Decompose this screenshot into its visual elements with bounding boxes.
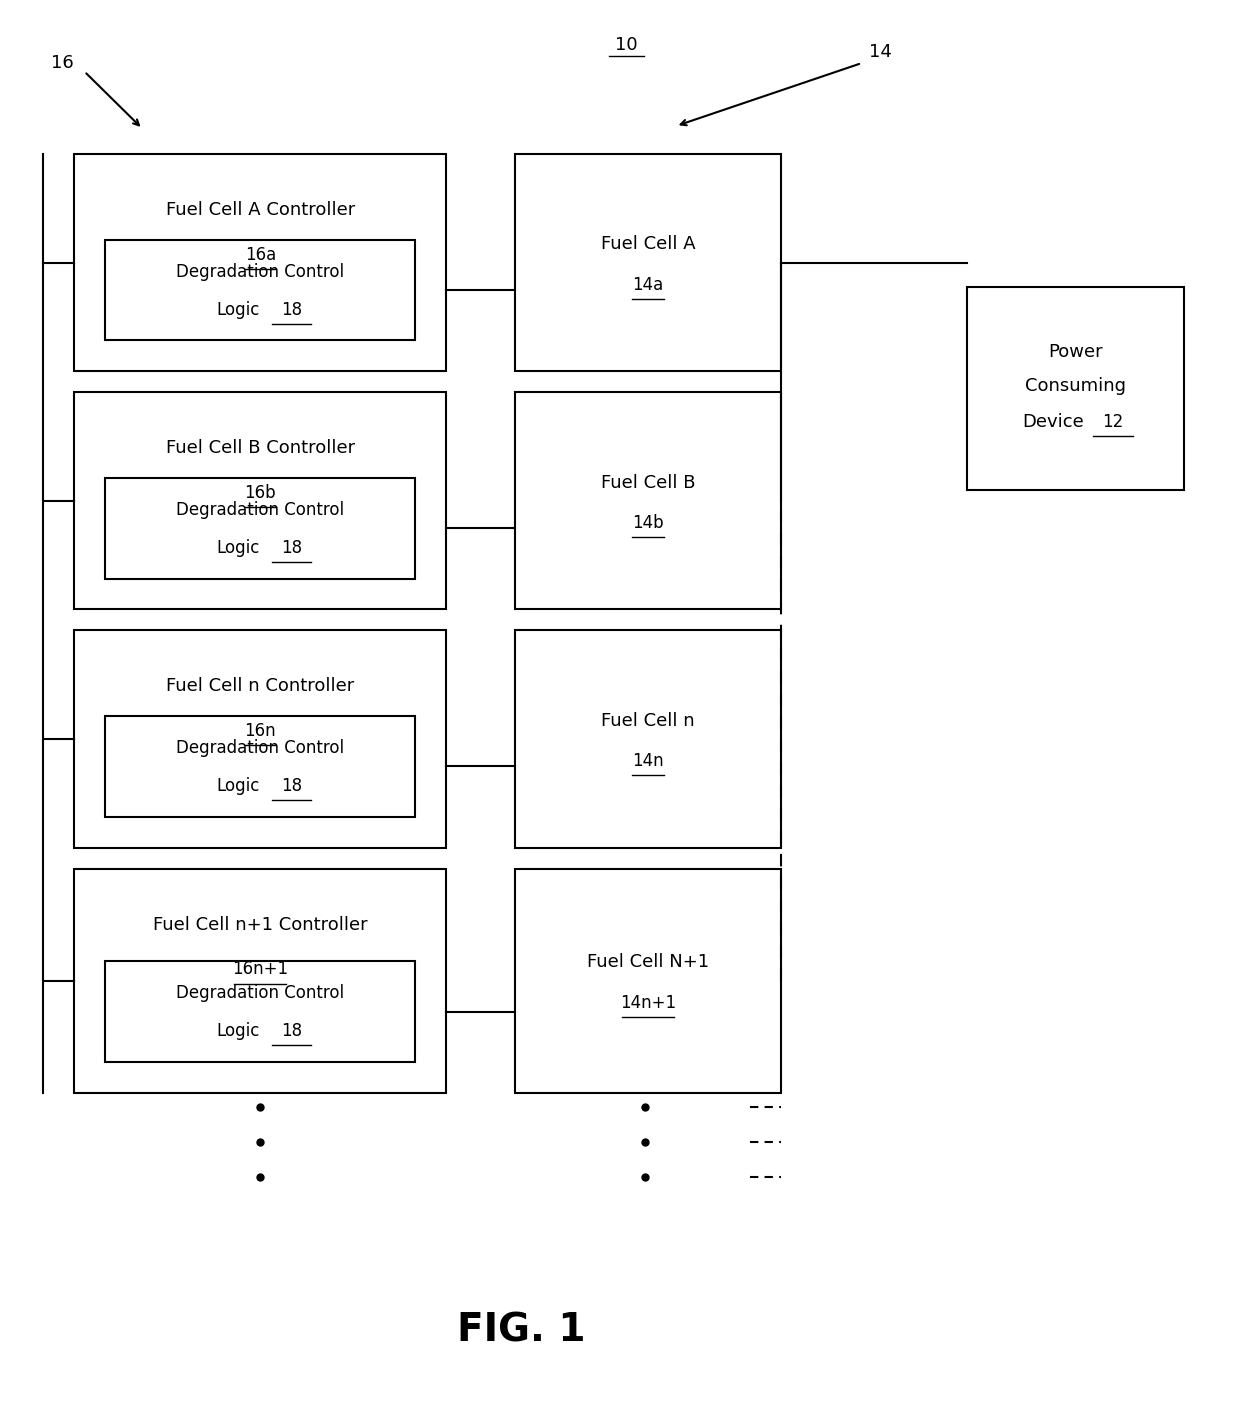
FancyBboxPatch shape [105,961,415,1062]
Text: 16n+1: 16n+1 [232,961,289,978]
FancyBboxPatch shape [105,240,415,340]
Text: Fuel Cell A: Fuel Cell A [600,235,696,254]
Text: Logic: Logic [217,301,259,318]
Text: Fuel Cell A Controller: Fuel Cell A Controller [166,202,355,219]
FancyBboxPatch shape [105,478,415,579]
Text: FIG. 1: FIG. 1 [456,1311,585,1351]
Text: 14: 14 [869,43,892,60]
Text: 18: 18 [280,778,303,794]
Text: 12: 12 [1102,413,1123,432]
FancyBboxPatch shape [74,392,446,609]
Text: Fuel Cell n+1 Controller: Fuel Cell n+1 Controller [153,916,368,933]
FancyBboxPatch shape [515,392,781,609]
Text: Power: Power [1048,343,1104,361]
Text: 16: 16 [51,55,73,71]
Text: 18: 18 [280,301,303,318]
FancyBboxPatch shape [74,630,446,848]
Text: Degradation Control: Degradation Control [176,263,345,280]
FancyBboxPatch shape [74,869,446,1093]
Text: Fuel Cell N+1: Fuel Cell N+1 [587,954,709,971]
Text: Consuming: Consuming [1025,377,1126,395]
FancyBboxPatch shape [515,154,781,371]
Text: Logic: Logic [217,539,259,556]
Text: 16a: 16a [244,247,277,263]
Text: 10: 10 [615,36,637,53]
Text: Fuel Cell n: Fuel Cell n [601,712,694,730]
Text: 14a: 14a [632,276,663,294]
Text: 18: 18 [280,539,303,556]
Text: Fuel Cell n Controller: Fuel Cell n Controller [166,678,355,695]
Text: 16b: 16b [244,485,277,502]
Text: Fuel Cell B: Fuel Cell B [600,474,696,492]
Text: Degradation Control: Degradation Control [176,740,345,757]
Text: Logic: Logic [217,1023,259,1040]
Text: 14b: 14b [632,514,663,532]
FancyBboxPatch shape [515,630,781,848]
Text: Device: Device [1023,413,1084,432]
Text: 18: 18 [280,1023,303,1040]
Text: Degradation Control: Degradation Control [176,985,345,1002]
FancyBboxPatch shape [515,869,781,1093]
FancyBboxPatch shape [967,287,1184,490]
Text: 14n: 14n [632,752,663,771]
Text: 16n: 16n [244,723,277,740]
FancyBboxPatch shape [74,154,446,371]
Text: 14n+1: 14n+1 [620,995,676,1012]
Text: Degradation Control: Degradation Control [176,502,345,518]
Text: Logic: Logic [217,778,259,794]
FancyBboxPatch shape [105,716,415,817]
Text: Fuel Cell B Controller: Fuel Cell B Controller [166,440,355,457]
